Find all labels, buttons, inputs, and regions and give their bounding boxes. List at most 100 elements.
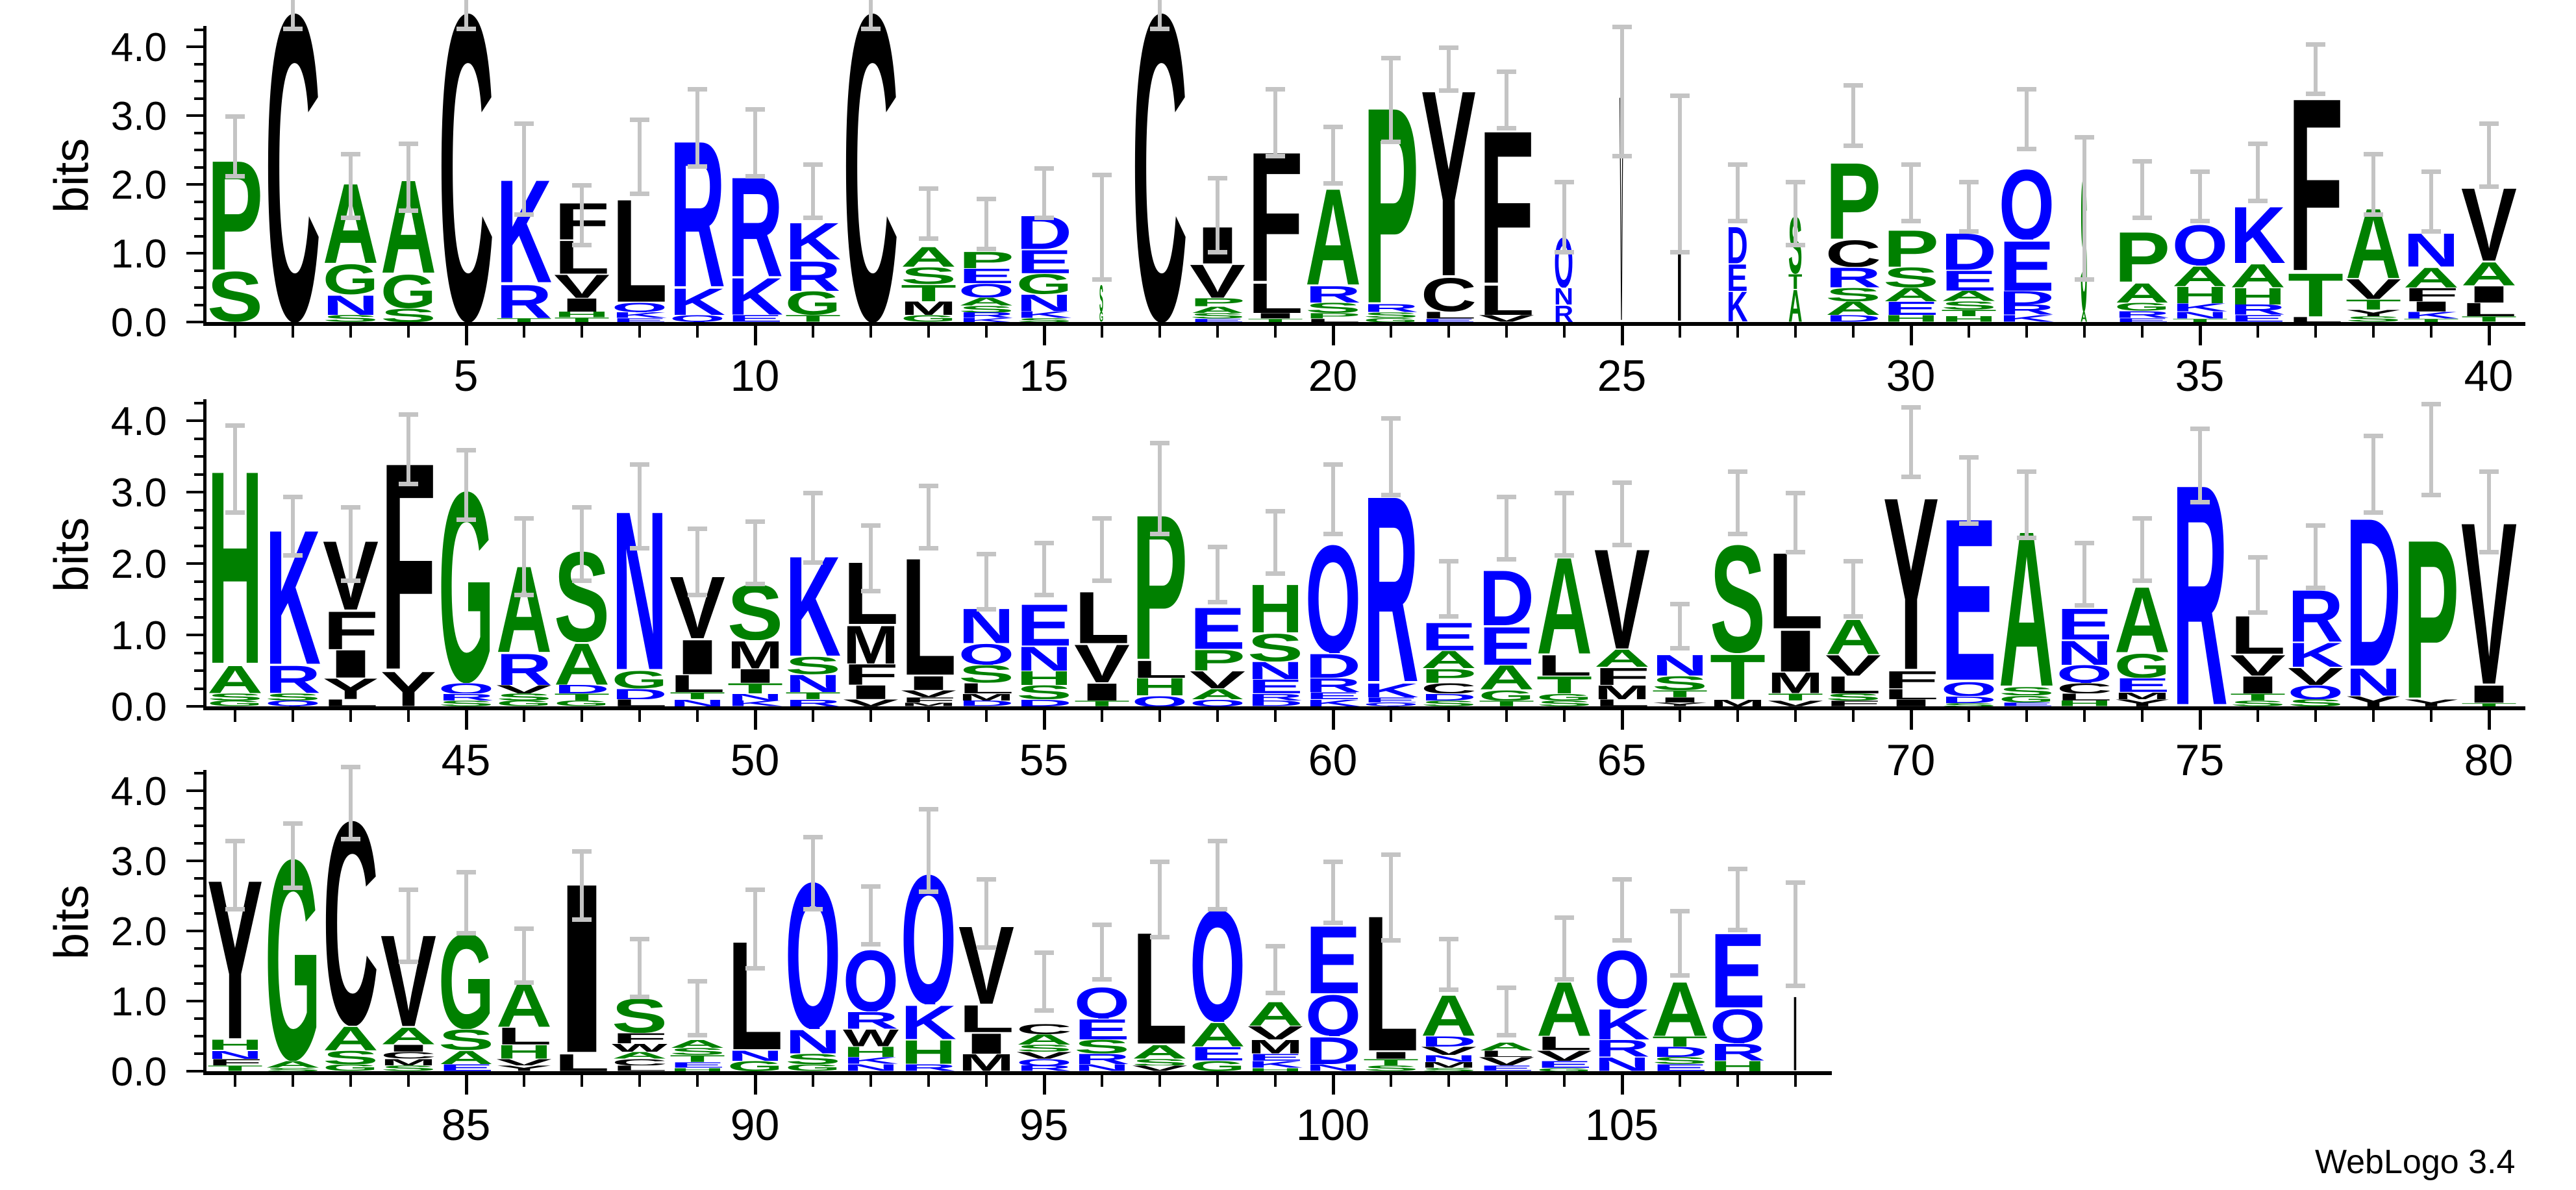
error-bar bbox=[810, 492, 815, 564]
error-bar bbox=[1562, 180, 1566, 253]
residue-letter-K: K bbox=[1016, 311, 1072, 318]
svg-text:D: D bbox=[554, 685, 610, 693]
svg-text:V: V bbox=[1247, 1026, 1303, 1040]
residue-letter-S: S bbox=[1305, 303, 1361, 313]
x-tick-minor bbox=[638, 1075, 641, 1087]
svg-text:S: S bbox=[958, 665, 1014, 683]
residue-letter-M: M bbox=[1710, 699, 1766, 706]
residue-letter-D: D bbox=[958, 700, 1014, 706]
residue-letter-H: H bbox=[496, 1045, 552, 1059]
svg-text:L: L bbox=[1536, 1036, 1592, 1050]
residue-letter-C: C bbox=[1825, 240, 1881, 267]
y-tick-minor bbox=[194, 80, 203, 82]
residue-letter-C: C bbox=[612, 1059, 668, 1066]
residue-letter-L: L bbox=[958, 1004, 1014, 1032]
residue-letter-E: E bbox=[1247, 1054, 1303, 1061]
error-bar-cap-top bbox=[687, 978, 707, 984]
x-tick-label: 50 bbox=[730, 736, 780, 785]
residue-letter-S: S bbox=[1016, 685, 1072, 699]
error-bar bbox=[1677, 602, 1682, 649]
svg-text:A: A bbox=[554, 642, 610, 685]
x-tick-minor bbox=[1273, 710, 1277, 722]
residue-letter-A: A bbox=[2081, 312, 2087, 322]
error-bar-cap-top bbox=[1901, 162, 1921, 167]
residue-letter-L: L bbox=[1536, 1036, 1592, 1050]
error-bar bbox=[1099, 924, 1104, 980]
residue-letter-S: S bbox=[901, 267, 957, 284]
svg-text:I: I bbox=[958, 1033, 1014, 1054]
residue-letter-R: R bbox=[496, 653, 552, 686]
x-tick-minor bbox=[1736, 326, 1739, 338]
svg-text:S: S bbox=[265, 693, 321, 700]
error-bar-cap-top bbox=[2421, 169, 2441, 174]
error-bar-cap-top bbox=[2190, 169, 2210, 174]
svg-text:L: L bbox=[2230, 615, 2286, 654]
error-bar-cap-bottom bbox=[976, 945, 996, 950]
residue-letter-G: G bbox=[785, 1064, 841, 1071]
error-bar bbox=[1677, 910, 1682, 977]
svg-text:E: E bbox=[1305, 924, 1361, 994]
residue-letter-T: T bbox=[1247, 319, 1303, 322]
svg-text:M: M bbox=[901, 301, 957, 315]
residue-letter-I: I bbox=[727, 669, 783, 683]
residue-letter-G: G bbox=[1999, 695, 2055, 702]
residue-letter-A: A bbox=[2403, 267, 2459, 288]
svg-text:G: G bbox=[612, 671, 668, 689]
error-bar-cap-bottom bbox=[1843, 143, 1863, 148]
x-tick-label: 90 bbox=[730, 1100, 780, 1150]
residue-letter-L: L bbox=[1594, 699, 1650, 706]
error-bar bbox=[1562, 917, 1566, 980]
x-tick-label: 70 bbox=[1886, 736, 1936, 785]
error-bar-cap-top bbox=[1265, 508, 1285, 514]
y-tick-label: 4.0 bbox=[110, 25, 167, 70]
svg-text:I: I bbox=[669, 639, 725, 675]
x-axis bbox=[203, 322, 2525, 326]
x-tick-label: 60 bbox=[1308, 736, 1358, 785]
residue-letter-G: G bbox=[323, 264, 379, 295]
residue-letter-E: E bbox=[1999, 240, 2055, 291]
svg-text:H: H bbox=[1941, 316, 1997, 321]
svg-text:I: I bbox=[1768, 629, 1823, 672]
residue-letter-A: A bbox=[2172, 266, 2228, 286]
svg-text:A: A bbox=[1883, 288, 1939, 301]
svg-text:F: F bbox=[1594, 667, 1650, 686]
residue-letter-E: E bbox=[1941, 514, 1997, 682]
svg-text:M: M bbox=[843, 625, 899, 664]
svg-text:A: A bbox=[1016, 1034, 1072, 1045]
error-bar bbox=[1504, 495, 1508, 560]
error-bar bbox=[2313, 43, 2318, 95]
svg-text:L: L bbox=[1825, 676, 1881, 694]
error-bar bbox=[926, 808, 931, 893]
residue-letter-T: T bbox=[1479, 700, 1534, 706]
svg-text:A: A bbox=[323, 1026, 379, 1050]
error-bar bbox=[2429, 403, 2433, 496]
svg-text:L: L bbox=[496, 1027, 552, 1045]
error-bar bbox=[406, 143, 410, 212]
error-bar-cap-top bbox=[803, 491, 823, 495]
svg-text:G: G bbox=[1536, 693, 1592, 700]
svg-text:R: R bbox=[1594, 1039, 1650, 1057]
svg-text:V: V bbox=[2461, 186, 2517, 262]
y-tick-major bbox=[186, 1000, 203, 1002]
residue-letter-P: P bbox=[1883, 229, 1939, 267]
error-bar-cap-top bbox=[1207, 176, 1227, 181]
residue-letter-H: H bbox=[901, 1039, 957, 1064]
logo-column: C bbox=[265, 5, 321, 322]
error-bar-cap-top bbox=[1149, 441, 1169, 445]
svg-text:I: I bbox=[2403, 301, 2459, 312]
error-bar-cap-bottom bbox=[2479, 184, 2499, 190]
svg-text:G: G bbox=[496, 700, 552, 706]
svg-text:Q: Q bbox=[1941, 682, 1997, 696]
y-tick-minor bbox=[194, 1052, 203, 1055]
residue-letter-D: D bbox=[1825, 315, 1881, 322]
svg-text:S: S bbox=[1016, 1045, 1072, 1052]
svg-text:C: C bbox=[1825, 240, 1881, 267]
error-bar bbox=[695, 528, 699, 596]
